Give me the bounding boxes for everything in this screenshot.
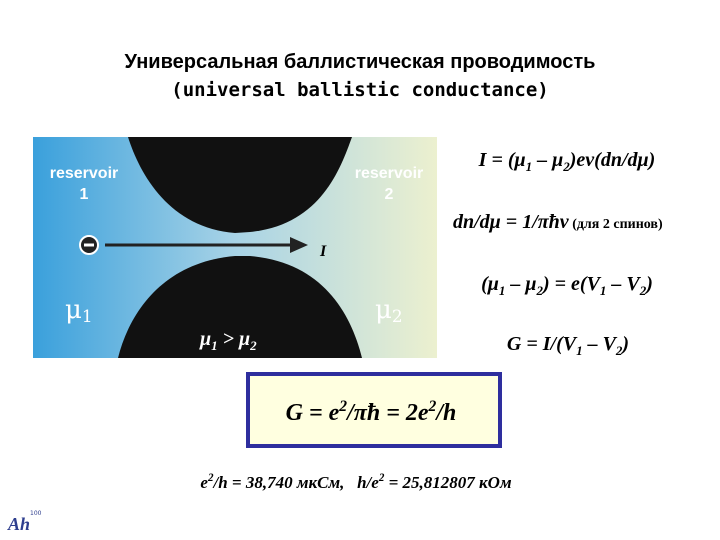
text: G = I/(V [507, 333, 578, 355]
subtitle: (universal ballistic conductance) [171, 79, 549, 101]
equation: (μ1 – μ2) = e(V1 – V2) [481, 273, 653, 298]
text: 2 [535, 283, 543, 298]
figure: reservoir 1 reservoir 2 I μ1 μ2 μ1 > μ2 [33, 137, 437, 358]
arrowhead [290, 237, 308, 253]
label: reservoir [355, 165, 424, 182]
text: /πħ = 2e [345, 400, 429, 426]
current-label: I [319, 243, 327, 260]
text: 1 [211, 338, 218, 353]
result: G = e2/πħ = 2e2/h [286, 398, 457, 426]
text: ) = e(V [541, 273, 602, 295]
text: ) [620, 333, 629, 355]
text: μ [199, 328, 211, 350]
mu-label: μ1 [65, 295, 93, 326]
text: 1 [82, 306, 93, 326]
result-box [246, 372, 502, 448]
text: – μ [505, 273, 536, 295]
text: – V [583, 333, 618, 355]
text: μ [65, 295, 82, 325]
text: – V [606, 273, 641, 295]
text: 2 [207, 472, 214, 484]
label: reservoir [50, 165, 119, 182]
text: μ [375, 295, 392, 325]
minus [84, 243, 94, 247]
text: ) [644, 273, 653, 295]
text: G = e [286, 400, 340, 426]
text: 1 [499, 283, 506, 298]
text: 1 [526, 159, 533, 174]
gate-top [128, 137, 352, 233]
text: 2 [428, 398, 437, 415]
text: 1 [576, 343, 583, 358]
mu-label: μ2 [375, 295, 403, 326]
text: I = (μ [478, 149, 526, 171]
text: 2 [249, 338, 257, 353]
text: /h = 38,740 мкСм, h/e [211, 473, 379, 492]
text: e [200, 473, 208, 492]
label: 2 [385, 186, 394, 203]
logo-number: 100 [30, 510, 42, 517]
text: (μ [481, 273, 499, 295]
text: )eν(dn/dμ) [568, 149, 656, 171]
text: (для 2 спинов) [569, 217, 663, 232]
label: 1 [80, 186, 89, 203]
text: 2 [562, 159, 570, 174]
text: > μ [218, 328, 251, 350]
text: 2 [338, 398, 347, 415]
text: – μ [532, 149, 563, 171]
text: 1 [600, 283, 607, 298]
equation: G = I/(V1 – V2) [507, 333, 629, 358]
text: 2 [639, 283, 647, 298]
gate-bottom [118, 256, 362, 358]
text: = 25,812807 кОм [384, 473, 512, 492]
logo: Ah [7, 514, 30, 534]
text: dn/dμ = 1/πħν [453, 211, 570, 233]
title: Универсальная баллистическая проводимост… [125, 51, 596, 73]
equation: dn/dμ = 1/πħν (для 2 спинов) [453, 211, 663, 233]
constants: e2/h = 38,740 мкСм, h/e2 = 25,812807 кОм [200, 472, 512, 492]
text: 2 [378, 472, 385, 484]
text: 2 [615, 343, 623, 358]
condition: μ1 > μ2 [199, 328, 257, 353]
text: 2 [392, 306, 403, 326]
text: /h [434, 400, 456, 426]
equation: I = (μ1 – μ2)eν(dn/dμ) [478, 149, 656, 174]
